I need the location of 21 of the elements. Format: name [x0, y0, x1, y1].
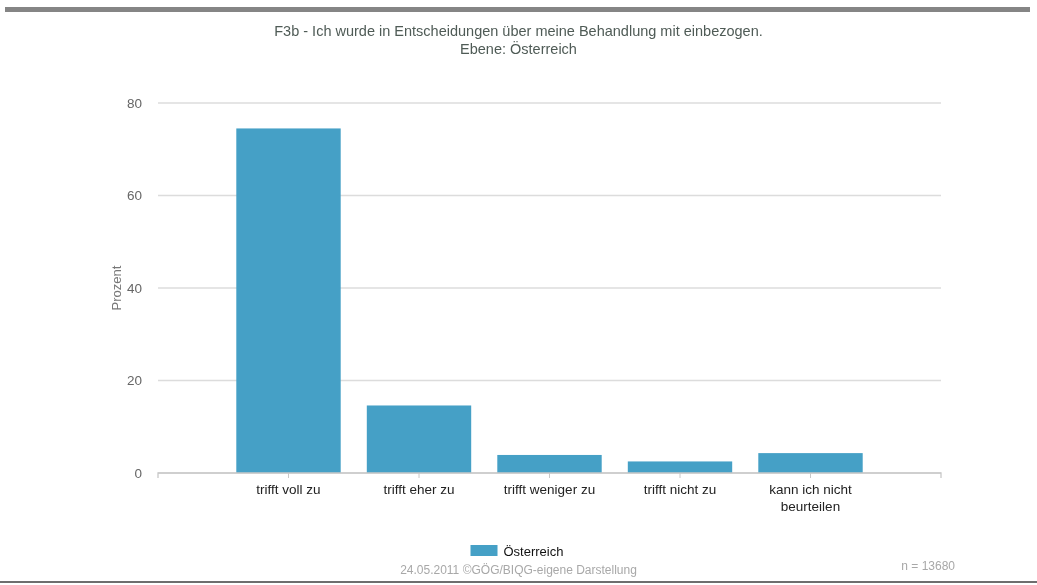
chart-title: F3b - Ich wurde in Entscheidungen über meine Behandlung mit einbezogen. — [274, 23, 763, 39]
x-tick-label: trifft weniger zu — [503, 482, 596, 497]
text: n = 13680 — [901, 559, 956, 573]
bar — [627, 461, 733, 473]
legend-label: Österreich — [503, 543, 564, 559]
y-axis-title: Prozent — [109, 265, 124, 311]
y-tick-label: 80 — [126, 95, 142, 111]
bar — [497, 454, 602, 473]
x-tick-label: trifft nicht zu — [643, 482, 717, 497]
bar — [366, 405, 472, 473]
y-tick-label: 40 — [126, 280, 142, 296]
x-tick-label: kann ich nicht beurteilen — [769, 482, 853, 514]
bar — [758, 453, 863, 473]
x-tick-label: trifft voll zu — [256, 482, 321, 497]
text: 24.05.2011 ©GÖG/BIQG-eigene Darstellung — [400, 563, 637, 577]
y-tick-label: 20 — [126, 373, 142, 389]
x-tick-label: trifft eher zu — [383, 482, 455, 497]
y-tick-label: 60 — [126, 188, 142, 204]
chart-subtitle: Ebene: Österreich — [460, 40, 577, 57]
y-tick-label: 0 — [134, 465, 142, 481]
bar — [236, 128, 341, 473]
